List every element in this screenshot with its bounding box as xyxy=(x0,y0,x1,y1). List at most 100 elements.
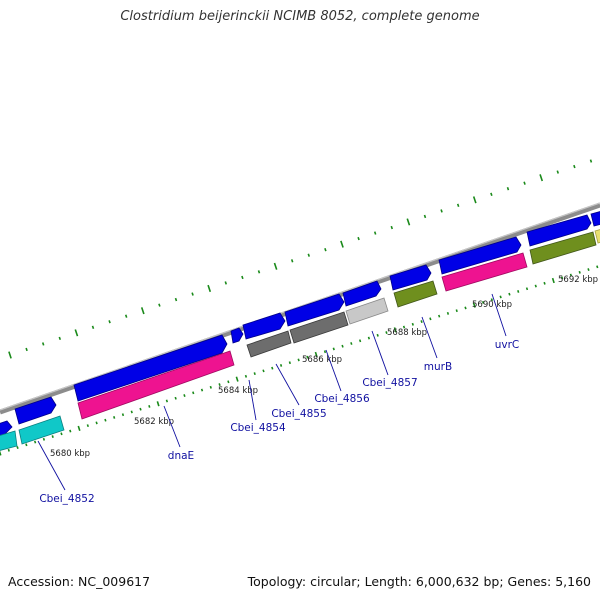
kbp-scale-labels: 5680 kbp 5682 kbp 5684 kbp 5686 kbp 5688… xyxy=(50,275,598,459)
tick-mark xyxy=(429,317,432,321)
tick-mark xyxy=(539,174,544,182)
gene-label[interactable]: murB xyxy=(424,361,452,373)
gene-label[interactable]: Cbei_4857 xyxy=(362,377,417,389)
tick-mark xyxy=(411,322,414,326)
cds-arrow[interactable] xyxy=(230,327,244,344)
feature-bar[interactable] xyxy=(18,415,65,445)
tick-mark xyxy=(235,376,239,382)
tick-mark xyxy=(174,297,178,302)
cds-arrow[interactable] xyxy=(438,236,522,275)
cds-arrow[interactable] xyxy=(0,420,13,438)
leader-line xyxy=(421,316,438,359)
feature-bar[interactable] xyxy=(594,229,600,244)
tick-mark xyxy=(0,450,2,456)
tick-mark xyxy=(481,301,485,304)
tick-mark xyxy=(279,363,283,367)
tick-mark xyxy=(288,361,291,365)
feature-bar[interactable] xyxy=(289,311,349,344)
genome-summary: Topology: circular; Length: 6,000,632 bp… xyxy=(247,574,591,589)
tick-mark xyxy=(91,325,95,329)
tick-mark xyxy=(340,240,344,248)
tick-mark xyxy=(86,424,89,428)
cds-arrow[interactable] xyxy=(389,264,432,291)
tick-mark xyxy=(95,421,98,425)
tick-mark xyxy=(551,277,555,284)
tick-mark xyxy=(560,276,564,280)
tick-mark xyxy=(420,320,423,324)
tick-mark xyxy=(8,351,12,359)
tick-mark xyxy=(376,333,379,337)
tick-mark xyxy=(332,347,335,351)
feature-bar[interactable] xyxy=(441,252,528,292)
tick-mark xyxy=(393,327,397,333)
tick-mark xyxy=(224,281,228,285)
cds-arrow[interactable] xyxy=(73,334,228,402)
tick-mark xyxy=(499,295,502,299)
cds-arrow[interactable] xyxy=(526,214,592,247)
leader-line xyxy=(325,349,342,392)
leader-line xyxy=(491,293,507,337)
kbp-label: 5680 kbp xyxy=(50,449,90,459)
gene-label[interactable]: Cbei_4852 xyxy=(39,493,94,505)
tick-mark xyxy=(69,429,72,433)
tick-mark xyxy=(253,372,256,376)
gene-label[interactable]: uvrC xyxy=(495,339,520,351)
leader-line xyxy=(37,440,66,491)
gene-label[interactable]: dnaE xyxy=(168,450,194,462)
tick-mark xyxy=(156,401,160,407)
tick-mark xyxy=(324,248,327,252)
tick-mark xyxy=(148,405,151,408)
tick-mark xyxy=(357,236,360,241)
feature-bar[interactable] xyxy=(246,330,292,358)
tick-mark xyxy=(158,303,161,307)
feature-bar[interactable] xyxy=(529,231,597,265)
tick-mark xyxy=(297,358,300,362)
gene-label[interactable]: Cbei_4855 xyxy=(271,408,326,420)
feature-bar[interactable] xyxy=(345,297,389,325)
scale-tick-ring xyxy=(0,265,599,456)
tick-mark xyxy=(578,270,581,274)
tick-mark xyxy=(77,425,81,431)
kbp-label: 5692 kbp xyxy=(558,275,598,285)
tick-mark xyxy=(438,314,441,318)
feature-bar[interactable] xyxy=(77,350,235,420)
tick-mark xyxy=(506,187,510,191)
leader-line xyxy=(163,405,181,448)
kbp-label: 5684 kbp xyxy=(218,386,258,396)
tick-mark xyxy=(423,214,427,219)
tick-mark xyxy=(455,309,458,313)
tick-mark xyxy=(218,383,221,386)
tick-mark xyxy=(130,410,133,414)
tick-mark xyxy=(472,302,476,308)
gene-labels: Cbei_4852 dnaE Cbei_4854 Cbei_4855 Cbei_… xyxy=(39,339,519,505)
tick-mark xyxy=(341,344,344,348)
tick-mark xyxy=(74,329,79,337)
tick-mark xyxy=(104,418,107,422)
leader-line xyxy=(275,363,300,406)
kbp-label: 5686 kbp xyxy=(302,355,342,365)
cds-arrow[interactable] xyxy=(590,211,600,227)
gene-label[interactable]: Cbei_4854 xyxy=(230,422,286,434)
tick-mark xyxy=(192,391,195,395)
feature-bar[interactable] xyxy=(393,280,438,308)
tick-mark xyxy=(472,196,477,204)
tick-mark xyxy=(113,415,116,419)
tick-mark xyxy=(314,351,318,358)
map-title: Clostridium beijerinckii NCIMB 8052, com… xyxy=(120,9,480,24)
feature-bar[interactable] xyxy=(0,430,18,451)
cds-arrow[interactable] xyxy=(284,293,345,327)
tick-mark xyxy=(323,350,327,354)
cds-arrow[interactable] xyxy=(14,396,57,425)
feature-track xyxy=(0,229,600,451)
tick-mark xyxy=(402,325,406,329)
cds-arrow[interactable] xyxy=(342,280,382,307)
kbp-label: 5682 kbp xyxy=(134,417,174,427)
tick-mark xyxy=(262,369,265,373)
tick-mark xyxy=(385,331,388,334)
gene-label[interactable]: Cbei_4856 xyxy=(314,393,370,405)
tick-mark xyxy=(490,298,494,302)
tick-mark xyxy=(200,388,204,392)
cds-arrow[interactable] xyxy=(242,312,286,340)
tick-mark xyxy=(257,270,261,274)
